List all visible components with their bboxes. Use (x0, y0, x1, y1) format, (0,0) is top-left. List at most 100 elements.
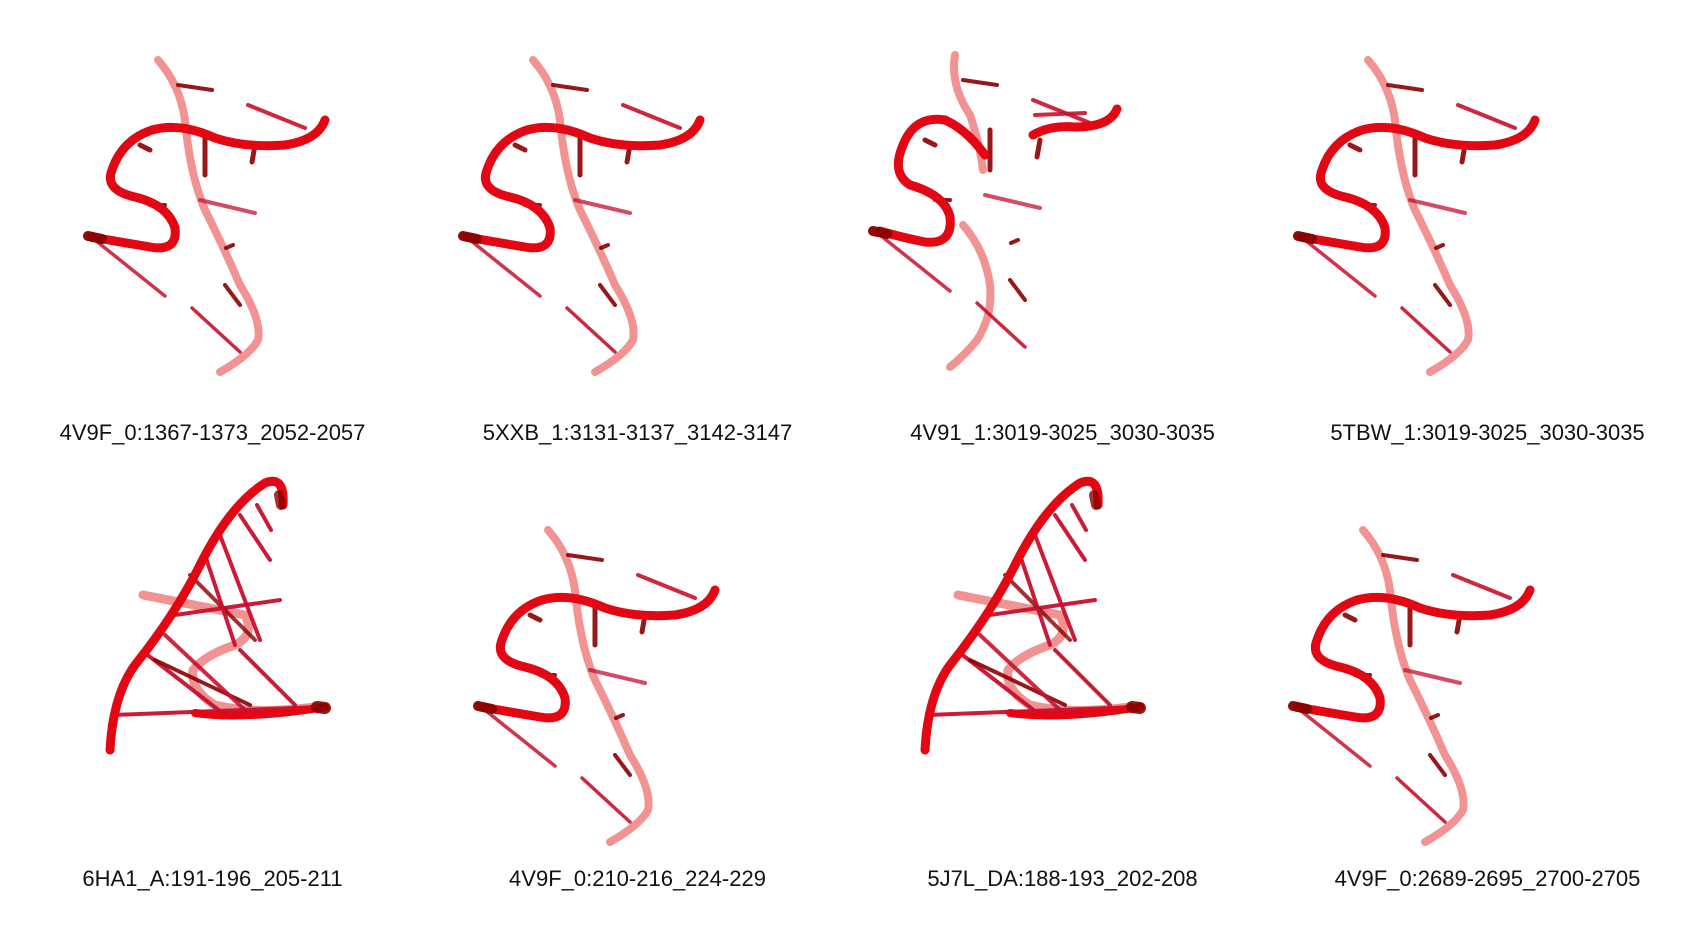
base-stick (1009, 238, 1020, 245)
base-stick (1434, 243, 1445, 250)
base-stick (255, 503, 273, 532)
rna-structure-image (458, 56, 705, 376)
strand-end-cap (473, 701, 497, 714)
base-stick (1403, 668, 1462, 685)
motif-group (920, 476, 1146, 755)
strand-end-cap (1126, 701, 1146, 714)
motif-group (473, 526, 720, 846)
motif-group (868, 51, 1122, 371)
base-stick (218, 533, 262, 642)
backbone-back-strand (154, 56, 263, 376)
base-stick (878, 233, 952, 293)
structure-panel: 4V9F_0:1367-1373_2052-2057 (0, 0, 425, 470)
base-stick (1395, 776, 1447, 824)
structure-caption: 4V9F_0:1367-1373_2052-2057 (59, 420, 366, 445)
base-stick (614, 713, 625, 720)
base-stick (1400, 306, 1452, 354)
base-stick (176, 83, 214, 92)
base-stick (551, 83, 589, 92)
base-stick (961, 78, 999, 87)
base-stick (1018, 553, 1052, 647)
rna-structure-image (83, 56, 330, 376)
base-stick (926, 705, 1137, 717)
strand-end-cap (458, 231, 482, 244)
base-stick (573, 198, 632, 215)
base-stick (988, 598, 1097, 617)
base-stick (1433, 283, 1452, 307)
rna-structure-image (920, 476, 1146, 755)
structure-panel: 5J7L_DA:188-193_202-208 (850, 470, 1275, 940)
base-stick (1070, 503, 1088, 532)
base-stick (1381, 553, 1419, 562)
base-stick (566, 553, 604, 562)
base-stick (1342, 612, 1358, 623)
structure-caption: 4V9F_0:2689-2695_2700-2705 (1334, 866, 1641, 891)
backbone-front-strand (87, 115, 330, 253)
structure-panel: 6HA1_A:191-196_205-211 (0, 470, 425, 940)
backbone-back-strand (946, 221, 995, 371)
strand-end-cap (274, 490, 286, 510)
structure-caption: 6HA1_A:191-196_205-211 (82, 866, 343, 891)
base-stick (1386, 83, 1424, 92)
backbone-front-strand (477, 585, 720, 723)
base-stick (203, 553, 237, 647)
strand-end-cap (1288, 701, 1312, 714)
strand-end-cap (311, 701, 331, 714)
base-stick (1031, 98, 1092, 125)
base-stick (1298, 708, 1372, 768)
backbone-front-strand (1297, 115, 1540, 253)
strand-end-cap (1293, 231, 1317, 244)
structure-caption: 5J7L_DA:188-193_202-208 (927, 866, 1198, 891)
structure-caption: 4V9F_0:210-216_224-229 (509, 866, 766, 891)
motif-group (105, 476, 331, 755)
base-stick (1053, 513, 1087, 562)
structure-caption: 5TBW_1:3019-3025_3030-3035 (1330, 420, 1645, 445)
structure-caption: 4V91_1:3019-3025_3030-3035 (910, 420, 1215, 445)
base-stick (483, 708, 557, 768)
backbone-front-strand (920, 476, 1103, 755)
base-stick (580, 776, 632, 824)
base-stick (238, 648, 297, 707)
backbone-back-strand (529, 56, 638, 376)
base-stick (922, 137, 938, 148)
rna-structure-image (1288, 526, 1535, 846)
base-stick (1303, 238, 1377, 298)
base-stick (1428, 753, 1447, 777)
backbone-front-strand (1292, 585, 1535, 723)
base-stick (975, 301, 1027, 349)
motif-group (83, 56, 330, 376)
backbone-front-strand (875, 114, 990, 247)
base-stick (223, 283, 242, 307)
base-stick (1008, 278, 1027, 302)
strand-end-cap (1089, 490, 1101, 510)
backbone-front-strand (1028, 104, 1122, 140)
structure-panel: 5XXB_1:3131-3137_3142-3147 (425, 0, 850, 470)
structure-panel: 4V9F_0:210-216_224-229 (425, 470, 850, 940)
base-stick (1347, 142, 1363, 153)
backbone-front-strand (462, 115, 705, 253)
structure-panel: 4V9F_0:2689-2695_2700-2705 (1275, 470, 1700, 940)
strand-end-cap (868, 226, 892, 239)
motif-group (458, 56, 705, 376)
base-stick (1033, 533, 1077, 642)
base-stick (238, 513, 272, 562)
base-stick (978, 633, 1062, 712)
structure-caption: 5XXB_1:3131-3137_3142-3147 (482, 420, 793, 445)
base-stick (198, 198, 257, 215)
base-stick (137, 142, 153, 153)
rna-structure-image (1293, 56, 1540, 376)
base-stick (621, 103, 682, 130)
base-stick (190, 306, 242, 354)
base-stick (983, 193, 1042, 210)
backbone-back-strand (1364, 56, 1473, 376)
motif-group (1288, 526, 1535, 846)
base-stick (512, 142, 528, 153)
rna-structure-image (868, 51, 1122, 371)
backbone-back-strand (1359, 526, 1468, 846)
backbone-front-strand (191, 703, 329, 720)
base-stick (565, 306, 617, 354)
backbone-front-strand (105, 476, 288, 755)
base-stick (1034, 137, 1043, 160)
base-stick (1053, 648, 1112, 707)
